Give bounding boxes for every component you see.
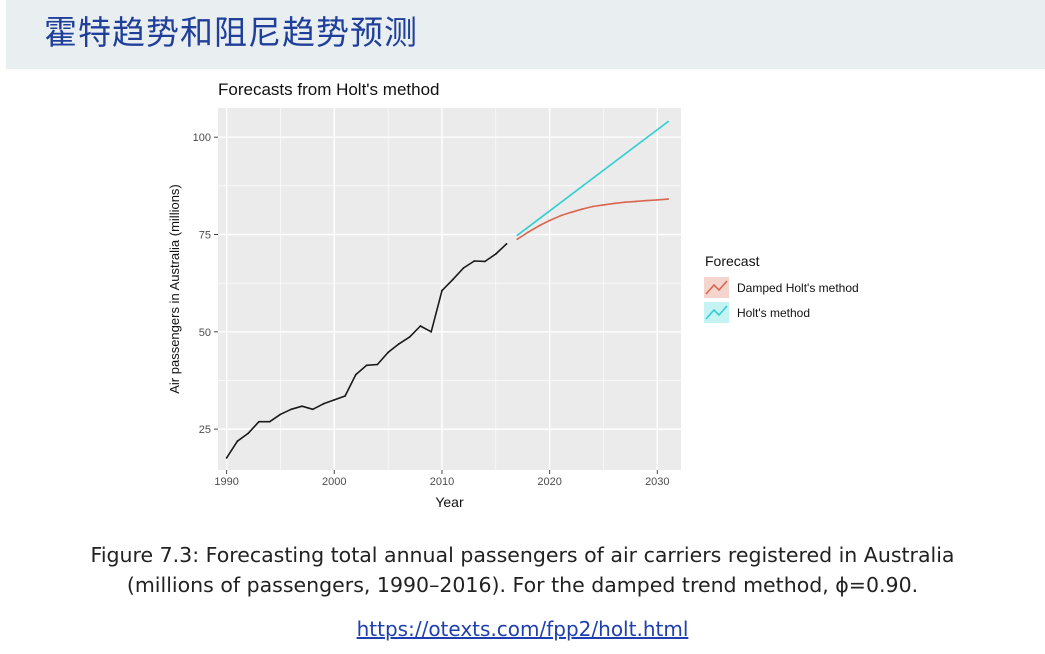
observed-point (301, 405, 303, 408)
observed-point (376, 363, 379, 366)
y-tick-label: 25 (199, 424, 211, 436)
observed-point (354, 373, 357, 376)
damped-point (537, 225, 540, 227)
chart-title: Forecasts from Holt's method (218, 80, 439, 99)
observed-point (387, 351, 390, 354)
damped-point (602, 204, 605, 206)
x-tick-label: 2000 (322, 476, 346, 488)
figure-caption-line-2: (millions of passengers, 1990–2016). For… (126, 573, 919, 597)
observed-point (494, 253, 497, 255)
damped-point (559, 214, 562, 217)
observed-point (505, 242, 508, 245)
legend-key-line-damped (705, 280, 728, 295)
holt-point (667, 120, 669, 123)
forecast-chart: 1990 2000 2010 2020 2030 25 50 75 100 Forecasts f… (167, 80, 859, 510)
y-axis-label: Air passengers in Australia (millions) (167, 184, 182, 394)
observed-point (451, 278, 454, 281)
observed-point (344, 395, 346, 397)
x-tick-label: 2030 (645, 476, 669, 488)
observed-point (258, 420, 260, 423)
x-tick-label: 1990 (214, 476, 238, 488)
holt-series-line (516, 120, 669, 236)
legend-label-damped: Damped Holt's method (737, 281, 859, 295)
observed-point (397, 342, 400, 345)
x-tick-label: 2020 (537, 476, 561, 488)
damped-point (645, 199, 648, 202)
observed-point (236, 440, 239, 443)
observed-point (473, 260, 476, 262)
legend-title: Forecast (705, 253, 760, 269)
damped-point (624, 201, 626, 204)
observed-point (462, 267, 465, 269)
source-link[interactable]: https://otexts.com/fpp2/holt.html (356, 617, 689, 641)
y-tick-label: 100 (193, 132, 211, 144)
observed-point (419, 325, 422, 327)
damped-point (591, 205, 594, 208)
damped-point (570, 211, 573, 214)
observed-point (365, 364, 368, 367)
observed-point (268, 420, 271, 423)
observed-point (322, 402, 325, 405)
damped-point (656, 198, 659, 201)
observed-point (408, 335, 411, 338)
y-tick-label: 50 (199, 327, 211, 339)
observed-point (484, 260, 486, 263)
damped-point (581, 208, 583, 211)
observed-point (279, 413, 282, 416)
damped-point (548, 219, 551, 222)
plot-panel (218, 108, 681, 470)
observed-point (441, 289, 443, 292)
damped-point (527, 231, 530, 234)
legend-label-holt: Holt's method (737, 306, 810, 320)
slide-header: 霍特趋势和阻尼趋势预测 (6, 0, 1045, 69)
observed-point (247, 432, 250, 435)
observed-point (333, 399, 336, 401)
x-axis-label: Year (435, 494, 464, 510)
figure-caption-line-1: Figure 7.3: Forecasting total annual pas… (90, 543, 955, 567)
x-tick-label: 2010 (430, 476, 454, 488)
holt-point (516, 234, 519, 237)
observed-point (225, 457, 228, 459)
damped-point (613, 202, 616, 205)
damped-point (634, 200, 637, 203)
observed-point (290, 408, 293, 411)
damped-point (516, 238, 519, 241)
slide-title: 霍特趋势和阻尼趋势预测 (44, 13, 418, 52)
y-tick-label: 75 (199, 230, 211, 242)
legend-key-line-holt (705, 305, 728, 320)
observed-point (311, 408, 314, 411)
observed-point (430, 330, 433, 333)
damped-point (667, 198, 669, 200)
